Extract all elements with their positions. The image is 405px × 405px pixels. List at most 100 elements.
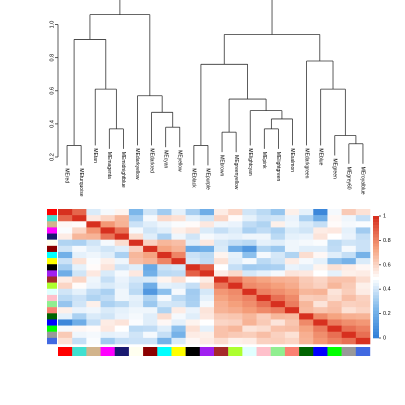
heatmap-cell bbox=[72, 301, 87, 308]
heatmap-cell bbox=[214, 251, 229, 259]
heatmap-cell bbox=[128, 251, 144, 259]
heatmap-cell bbox=[86, 307, 101, 314]
heatmap-cell bbox=[284, 276, 300, 283]
heatmap-cell bbox=[199, 337, 215, 345]
colorbar-segment bbox=[373, 261, 379, 266]
row-module-color-strip bbox=[47, 209, 57, 345]
heatmap-cell bbox=[270, 245, 286, 253]
dendrogram-leaf-label: MEtan bbox=[92, 148, 98, 163]
heatmap-cell bbox=[128, 288, 144, 296]
heatmap-cell bbox=[341, 301, 357, 308]
dendrogram-leaf-label: MEroyalblue bbox=[360, 167, 366, 195]
colorbar-segment bbox=[373, 283, 379, 287]
heatmap-cell bbox=[327, 319, 342, 326]
heatmap-cell bbox=[157, 337, 172, 345]
heatmap-cell bbox=[199, 307, 215, 314]
colorbar-segment bbox=[373, 219, 379, 223]
heatmap-cell bbox=[72, 313, 87, 320]
dendrogram-leaf-label: MEmidnightblue bbox=[120, 152, 126, 188]
column-module-color bbox=[299, 347, 314, 356]
heatmap-cell bbox=[299, 331, 314, 339]
heatmap-cell bbox=[114, 215, 130, 222]
column-module-color bbox=[114, 347, 130, 356]
colorbar-segment bbox=[373, 234, 379, 238]
heatmap-cell bbox=[256, 209, 272, 216]
heatmap-cell bbox=[313, 221, 328, 228]
heatmap-cell bbox=[143, 258, 158, 265]
heatmap-cell bbox=[157, 239, 172, 247]
dendrogram-tick-label: 1.0 bbox=[49, 21, 55, 29]
heatmap-cell bbox=[171, 215, 186, 222]
heatmap-cell bbox=[72, 215, 87, 222]
colorbar-segment bbox=[373, 331, 379, 336]
colorbar-segment bbox=[373, 325, 379, 330]
heatmap-cell bbox=[327, 239, 342, 247]
heatmap-cell bbox=[86, 258, 101, 265]
heatmap-cell bbox=[228, 209, 243, 216]
column-module-color bbox=[228, 347, 243, 356]
heatmap-cell bbox=[270, 288, 286, 296]
heatmap-cell bbox=[58, 251, 73, 259]
heatmap-cell bbox=[86, 209, 101, 216]
column-module-color bbox=[199, 347, 215, 356]
heatmap-cell bbox=[171, 221, 186, 228]
heatmap-cell bbox=[72, 288, 87, 296]
heatmap-cell bbox=[299, 227, 314, 234]
heatmap-cell bbox=[199, 251, 215, 259]
dendrogram-leaf-label: MEgrey60 bbox=[346, 167, 352, 190]
heatmap-cell bbox=[228, 221, 243, 228]
heatmap-cell bbox=[228, 215, 243, 222]
heatmap-cell bbox=[185, 264, 201, 271]
heatmap-cell bbox=[270, 319, 286, 326]
heatmap-cell bbox=[355, 258, 371, 265]
row-module-color bbox=[47, 282, 57, 289]
heatmap-cell bbox=[270, 282, 286, 290]
heatmap-cell bbox=[157, 264, 172, 271]
heatmap-cell bbox=[199, 294, 215, 302]
row-module-color bbox=[47, 288, 57, 296]
heatmap-cell bbox=[355, 221, 371, 228]
heatmap-cell bbox=[185, 258, 201, 265]
heatmap-cell bbox=[114, 294, 130, 302]
heatmap-cell bbox=[72, 319, 87, 326]
heatmap-cell bbox=[327, 221, 342, 228]
heatmap-cell bbox=[185, 282, 201, 290]
heatmap-cell bbox=[299, 245, 314, 253]
heatmap-cell bbox=[327, 209, 342, 216]
heatmap-cell bbox=[214, 325, 229, 333]
heatmap-cell bbox=[341, 288, 357, 296]
heatmap-cell bbox=[86, 325, 101, 333]
heatmap-cell bbox=[86, 337, 101, 345]
heatmap-cell bbox=[284, 227, 300, 234]
heatmap-cell bbox=[185, 331, 201, 339]
heatmap-cell bbox=[327, 258, 342, 265]
heatmap-cell bbox=[256, 239, 272, 247]
heatmap-cell bbox=[327, 313, 342, 320]
heatmap-cell bbox=[72, 209, 87, 216]
heatmap-cell bbox=[171, 288, 186, 296]
heatmap-cell bbox=[58, 319, 73, 326]
heatmap-cell bbox=[299, 325, 314, 333]
heatmap-cell bbox=[341, 227, 357, 234]
heatmap-cell bbox=[214, 209, 229, 216]
heatmap-cell bbox=[299, 221, 314, 228]
heatmap-cell bbox=[199, 215, 215, 222]
heatmap-cell bbox=[171, 245, 186, 253]
heatmap-cell bbox=[185, 301, 201, 308]
heatmap-cell bbox=[143, 313, 158, 320]
heatmap-cell bbox=[100, 264, 116, 271]
heatmap-cell bbox=[355, 264, 371, 271]
heatmap-cell bbox=[72, 331, 87, 339]
heatmap-cell bbox=[313, 239, 328, 247]
heatmap-cell bbox=[114, 288, 130, 296]
heatmap-cell bbox=[242, 282, 257, 290]
colorbar-segment bbox=[373, 319, 379, 324]
heatmap-cell bbox=[114, 282, 130, 290]
heatmap-cell bbox=[270, 325, 286, 333]
heatmap-cell bbox=[128, 337, 144, 345]
heatmap-cell bbox=[327, 251, 342, 259]
heatmap-cell bbox=[185, 239, 201, 247]
colorbar-segment bbox=[373, 249, 379, 253]
heatmap-cell bbox=[128, 270, 144, 277]
heatmap-cell bbox=[86, 251, 101, 259]
